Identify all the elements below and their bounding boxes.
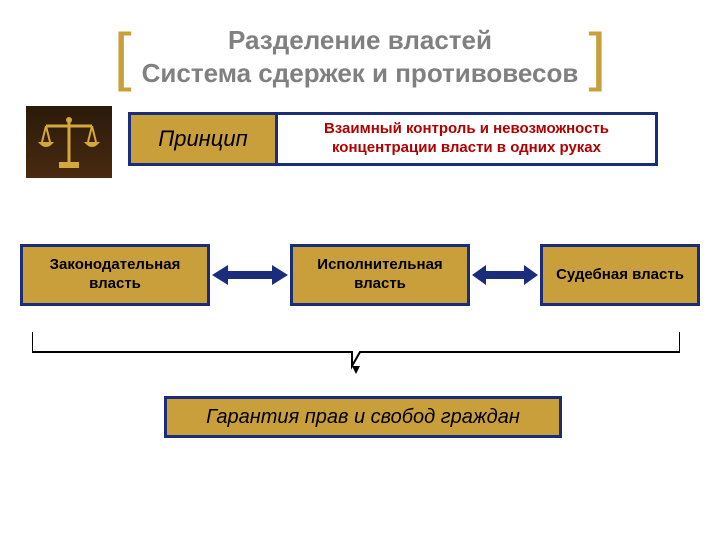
arrow-exec-jud [472, 258, 538, 292]
title-line-1: Разделение властей [142, 24, 579, 57]
principle-desc-box: Взаимный контроль и невозможность концен… [278, 112, 658, 166]
principle-row: Принцип Взаимный контроль и невозможност… [128, 112, 658, 166]
arrow-leg-exec [212, 258, 288, 292]
branch-executive: Исполнительная власть [290, 244, 470, 306]
title-line-2: Система сдержек и противовесов [142, 57, 579, 90]
branch-judicial: Судебная власть [540, 244, 700, 306]
title-bracket-right: ] [588, 31, 606, 82]
principle-label-box: Принцип [128, 112, 278, 166]
branch-legislative: Законодательная власть [20, 244, 210, 306]
bracket-connector [32, 332, 680, 382]
scales-of-justice-icon [26, 106, 112, 178]
guarantee-box: Гарантия прав и свобод граждан [164, 396, 562, 438]
page-heading: [ Разделение властей Система сдержек и п… [0, 24, 720, 89]
title-bracket-left: [ [114, 31, 132, 82]
